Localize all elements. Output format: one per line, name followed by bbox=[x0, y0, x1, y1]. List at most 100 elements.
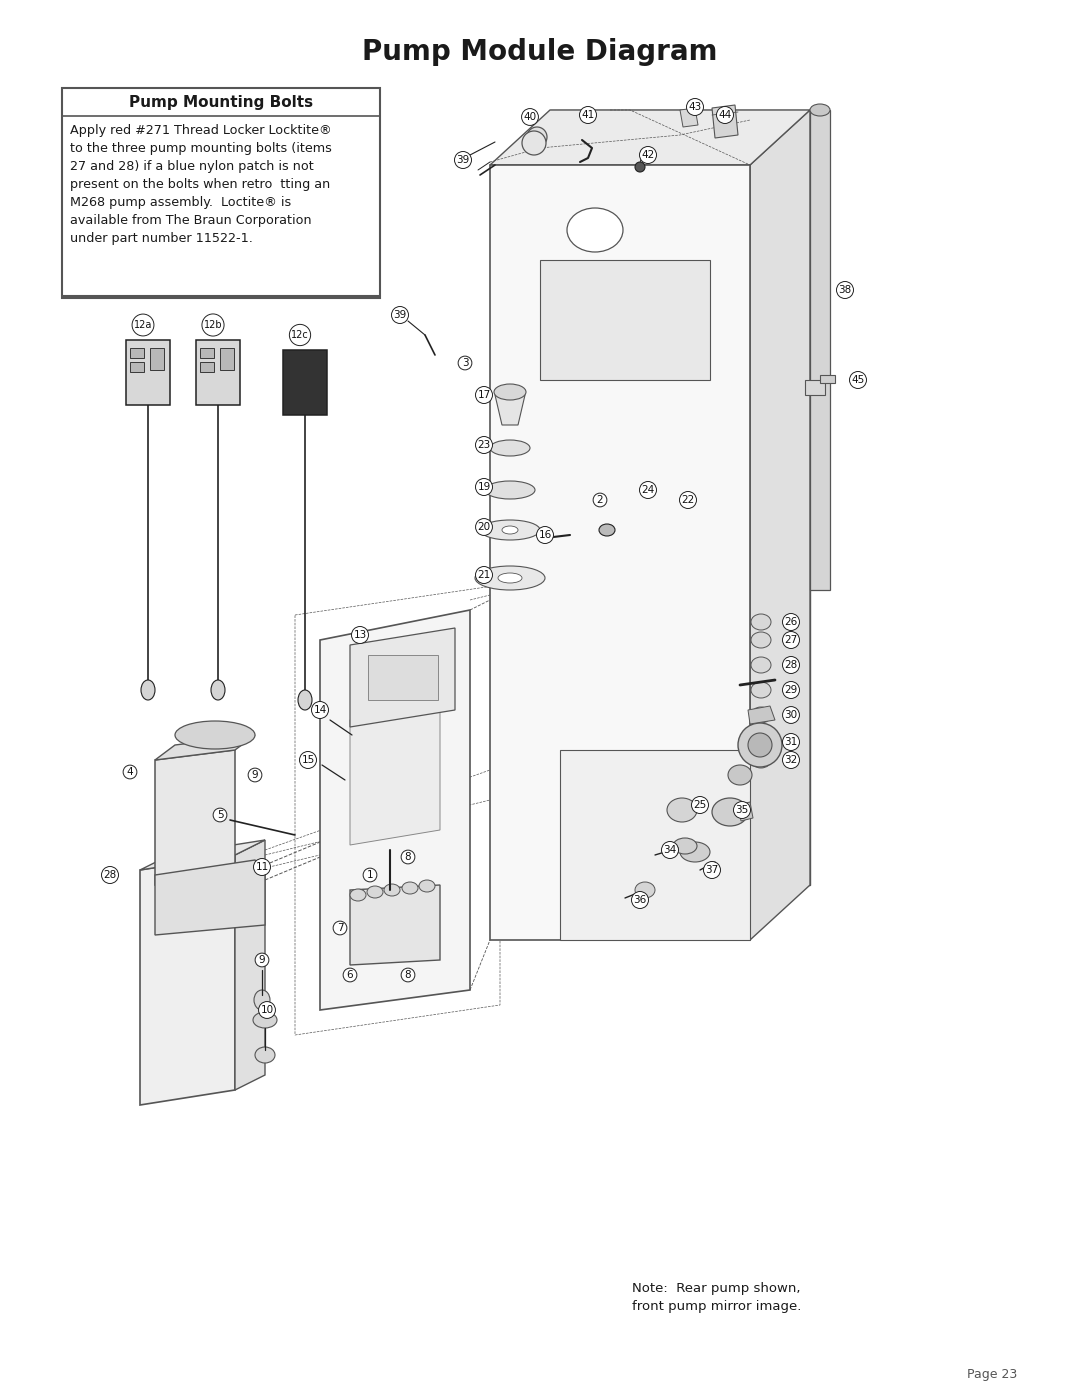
Bar bbox=[368, 655, 438, 700]
Text: 5: 5 bbox=[217, 810, 224, 820]
Text: 38: 38 bbox=[838, 285, 852, 295]
Text: 44: 44 bbox=[718, 110, 731, 120]
Ellipse shape bbox=[419, 880, 435, 893]
Text: Page 23: Page 23 bbox=[967, 1368, 1017, 1382]
Polygon shape bbox=[495, 395, 525, 425]
Text: 9: 9 bbox=[259, 956, 266, 965]
Text: 35: 35 bbox=[735, 805, 748, 814]
Ellipse shape bbox=[635, 162, 645, 172]
Ellipse shape bbox=[751, 682, 771, 698]
Ellipse shape bbox=[680, 842, 710, 862]
Ellipse shape bbox=[667, 798, 697, 821]
Ellipse shape bbox=[502, 527, 518, 534]
Text: 29: 29 bbox=[784, 685, 798, 694]
Bar bbox=[200, 348, 214, 358]
Text: 43: 43 bbox=[688, 102, 702, 112]
Ellipse shape bbox=[751, 707, 771, 724]
Ellipse shape bbox=[402, 882, 418, 894]
Text: 22: 22 bbox=[681, 495, 694, 504]
Ellipse shape bbox=[480, 520, 540, 541]
Ellipse shape bbox=[475, 566, 545, 590]
Bar bbox=[200, 362, 214, 372]
Polygon shape bbox=[140, 855, 235, 1105]
Ellipse shape bbox=[384, 884, 400, 895]
Ellipse shape bbox=[367, 886, 383, 898]
Text: 40: 40 bbox=[524, 112, 537, 122]
Polygon shape bbox=[320, 610, 470, 1010]
Text: 14: 14 bbox=[313, 705, 326, 715]
Polygon shape bbox=[750, 110, 810, 940]
Text: 2: 2 bbox=[596, 495, 604, 504]
Polygon shape bbox=[748, 705, 775, 724]
Text: 3: 3 bbox=[461, 358, 469, 367]
Polygon shape bbox=[140, 840, 265, 870]
Ellipse shape bbox=[712, 798, 748, 826]
Text: 23: 23 bbox=[477, 440, 490, 450]
Text: 24: 24 bbox=[642, 485, 654, 495]
Ellipse shape bbox=[522, 131, 546, 155]
Ellipse shape bbox=[498, 573, 522, 583]
Text: 28: 28 bbox=[784, 659, 798, 671]
Text: 8: 8 bbox=[405, 852, 411, 862]
Text: 13: 13 bbox=[353, 630, 366, 640]
Ellipse shape bbox=[599, 524, 615, 536]
Text: 15: 15 bbox=[301, 754, 314, 766]
Text: 11: 11 bbox=[255, 862, 269, 872]
Bar bbox=[540, 260, 710, 380]
Ellipse shape bbox=[175, 721, 255, 749]
Polygon shape bbox=[235, 840, 265, 1090]
Text: 42: 42 bbox=[642, 149, 654, 161]
Polygon shape bbox=[810, 110, 831, 590]
Text: 45: 45 bbox=[851, 374, 865, 386]
Ellipse shape bbox=[748, 733, 772, 757]
Bar bbox=[130, 348, 144, 358]
Text: 12c: 12c bbox=[292, 330, 309, 339]
Bar bbox=[805, 380, 825, 395]
Text: 37: 37 bbox=[705, 865, 718, 875]
Text: present on the bolts when retro  tting an: present on the bolts when retro tting an bbox=[70, 177, 330, 191]
Text: available from The Braun Corporation: available from The Braun Corporation bbox=[70, 214, 312, 226]
Ellipse shape bbox=[298, 690, 312, 710]
Text: 7: 7 bbox=[337, 923, 343, 933]
Polygon shape bbox=[680, 108, 698, 127]
Ellipse shape bbox=[255, 1046, 275, 1063]
Text: 21: 21 bbox=[477, 570, 490, 580]
Text: Note:  Rear pump shown,
front pump mirror image.: Note: Rear pump shown, front pump mirror… bbox=[632, 1282, 801, 1313]
Bar bbox=[62, 88, 380, 298]
Text: 10: 10 bbox=[260, 1004, 273, 1016]
Bar bbox=[130, 362, 144, 372]
Ellipse shape bbox=[211, 680, 225, 700]
Ellipse shape bbox=[494, 384, 526, 400]
Polygon shape bbox=[490, 165, 750, 940]
Polygon shape bbox=[156, 750, 235, 886]
Text: Pump Module Diagram: Pump Module Diagram bbox=[362, 38, 718, 66]
Text: 39: 39 bbox=[457, 155, 470, 165]
Ellipse shape bbox=[253, 1011, 276, 1028]
Polygon shape bbox=[156, 735, 255, 760]
Ellipse shape bbox=[751, 657, 771, 673]
Ellipse shape bbox=[350, 888, 366, 901]
Text: 12a: 12a bbox=[134, 320, 152, 330]
Ellipse shape bbox=[485, 481, 535, 499]
Ellipse shape bbox=[751, 733, 771, 750]
Polygon shape bbox=[156, 861, 265, 935]
Ellipse shape bbox=[141, 680, 156, 700]
Text: 1: 1 bbox=[367, 870, 374, 880]
Ellipse shape bbox=[751, 752, 771, 768]
Ellipse shape bbox=[810, 103, 831, 116]
Text: 27: 27 bbox=[784, 636, 798, 645]
Text: 17: 17 bbox=[477, 390, 490, 400]
Text: 32: 32 bbox=[784, 754, 798, 766]
Text: 36: 36 bbox=[633, 895, 647, 905]
Text: Apply red #271 Thread Locker Locktite®: Apply red #271 Thread Locker Locktite® bbox=[70, 124, 332, 137]
Text: 6: 6 bbox=[347, 970, 353, 981]
Polygon shape bbox=[350, 629, 455, 726]
Ellipse shape bbox=[728, 766, 752, 785]
Polygon shape bbox=[283, 351, 327, 415]
Text: under part number 11522-1.: under part number 11522-1. bbox=[70, 232, 253, 244]
Text: 34: 34 bbox=[663, 845, 677, 855]
Text: 20: 20 bbox=[477, 522, 490, 532]
Text: 30: 30 bbox=[784, 710, 797, 719]
Text: 12b: 12b bbox=[204, 320, 222, 330]
Text: 31: 31 bbox=[784, 738, 798, 747]
